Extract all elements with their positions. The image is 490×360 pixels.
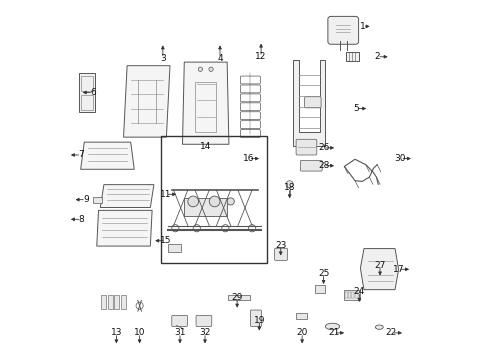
FancyBboxPatch shape	[196, 315, 212, 327]
FancyBboxPatch shape	[300, 160, 322, 171]
Text: 25: 25	[318, 269, 329, 278]
Bar	[351, 292, 354, 298]
Text: 17: 17	[393, 265, 404, 274]
Text: 30: 30	[394, 154, 406, 163]
Bar	[348, 292, 351, 298]
Polygon shape	[97, 210, 152, 246]
Bar	[108, 295, 113, 309]
Circle shape	[198, 67, 202, 71]
FancyBboxPatch shape	[328, 17, 359, 44]
Text: 4: 4	[217, 54, 223, 63]
Circle shape	[188, 196, 198, 207]
Bar	[195, 82, 217, 132]
Bar	[315, 285, 325, 293]
Circle shape	[227, 198, 234, 205]
Bar	[114, 295, 119, 309]
Text: 11: 11	[160, 190, 172, 199]
Polygon shape	[81, 142, 134, 169]
Text: 8: 8	[78, 215, 84, 224]
FancyBboxPatch shape	[296, 139, 317, 155]
Text: 23: 23	[275, 240, 287, 249]
Polygon shape	[100, 185, 154, 207]
Text: 28: 28	[318, 161, 329, 170]
Bar	[101, 295, 106, 309]
FancyBboxPatch shape	[172, 315, 188, 327]
Text: 24: 24	[354, 287, 365, 296]
Circle shape	[172, 225, 179, 232]
Bar	[168, 244, 181, 252]
Text: 7: 7	[78, 150, 84, 159]
Text: 27: 27	[374, 261, 386, 270]
Ellipse shape	[325, 323, 340, 330]
Text: 5: 5	[353, 104, 359, 113]
Polygon shape	[293, 60, 325, 146]
Text: 12: 12	[255, 52, 267, 61]
FancyBboxPatch shape	[250, 310, 262, 327]
Text: 18: 18	[284, 183, 295, 192]
Circle shape	[193, 225, 200, 232]
Bar	[355, 292, 358, 298]
Text: 10: 10	[134, 328, 146, 337]
Text: 19: 19	[253, 315, 265, 324]
Text: 31: 31	[174, 328, 186, 337]
Bar	[346, 53, 359, 61]
FancyBboxPatch shape	[275, 248, 288, 260]
Bar	[345, 292, 347, 298]
Text: 9: 9	[83, 195, 89, 204]
Circle shape	[286, 181, 293, 188]
Bar	[228, 295, 249, 300]
Text: 21: 21	[328, 328, 339, 337]
Text: 15: 15	[160, 236, 172, 245]
Text: 1: 1	[360, 22, 366, 31]
Text: 26: 26	[318, 143, 329, 152]
Ellipse shape	[375, 325, 383, 329]
FancyBboxPatch shape	[305, 97, 321, 108]
Circle shape	[248, 225, 256, 232]
Polygon shape	[182, 62, 229, 144]
Bar	[93, 197, 102, 203]
Text: 14: 14	[200, 141, 211, 150]
Polygon shape	[123, 66, 170, 137]
Text: 13: 13	[111, 328, 122, 337]
Text: 32: 32	[199, 328, 211, 337]
Text: 3: 3	[160, 54, 166, 63]
FancyBboxPatch shape	[369, 260, 383, 279]
Bar	[343, 290, 360, 300]
Bar	[79, 73, 95, 112]
Circle shape	[222, 225, 229, 232]
Text: 16: 16	[243, 154, 254, 163]
Bar	[81, 95, 93, 110]
Text: 29: 29	[231, 293, 243, 302]
Bar	[121, 295, 126, 309]
Circle shape	[209, 67, 213, 71]
Text: 20: 20	[296, 328, 308, 337]
Text: 22: 22	[386, 328, 397, 337]
Bar	[81, 76, 93, 91]
Polygon shape	[360, 249, 398, 290]
Bar	[161, 136, 267, 263]
Text: 2: 2	[374, 52, 380, 61]
Bar	[296, 313, 307, 319]
Bar	[184, 198, 227, 216]
Circle shape	[209, 196, 220, 207]
Text: 6: 6	[90, 88, 96, 97]
